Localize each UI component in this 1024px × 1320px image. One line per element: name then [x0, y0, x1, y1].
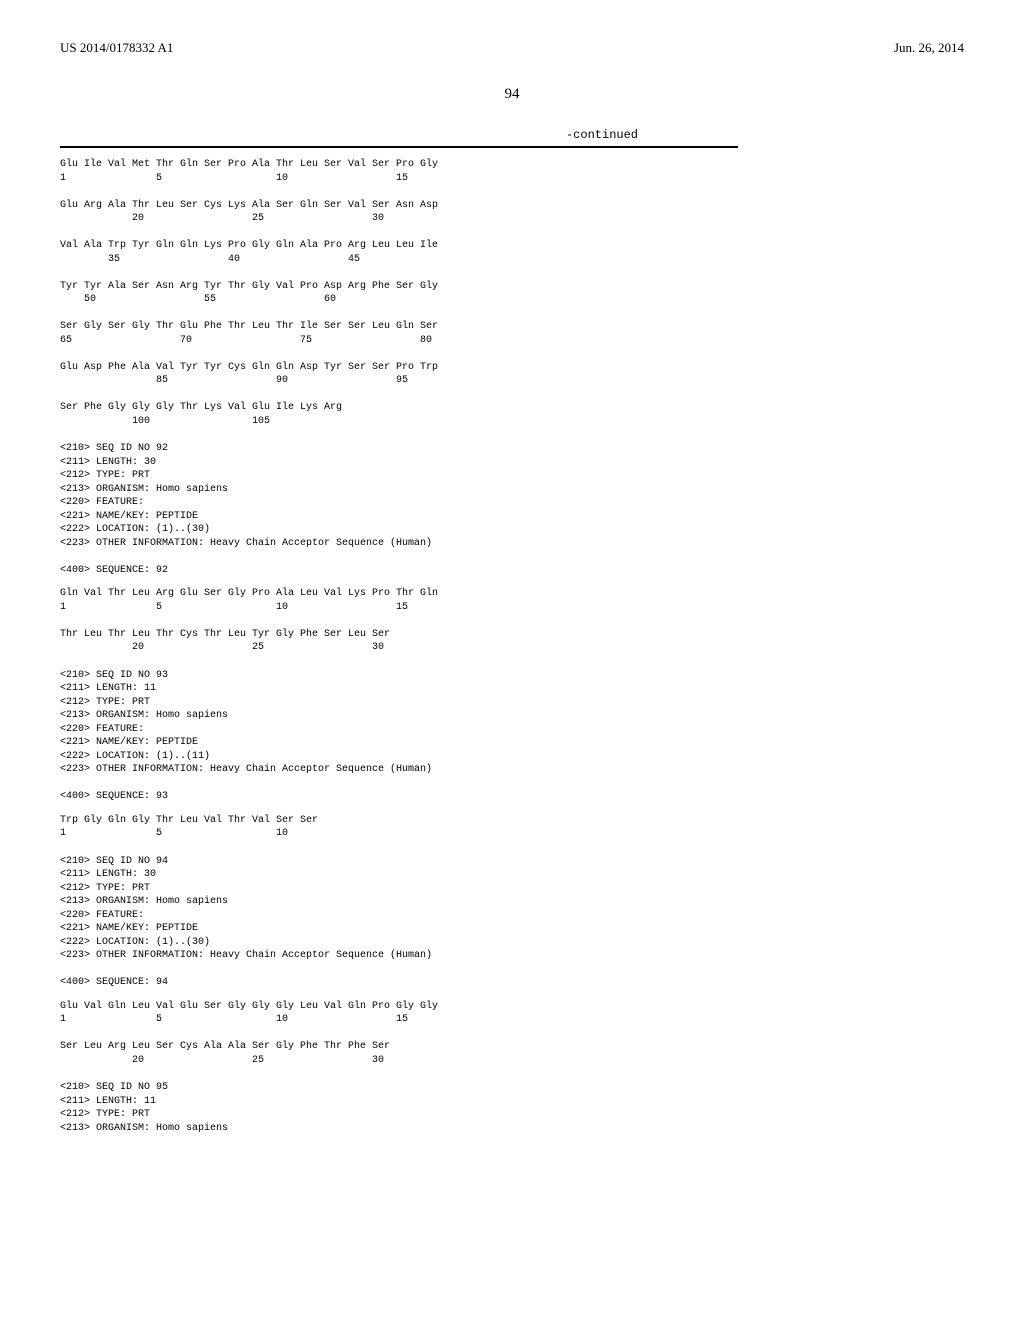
- publication-number: US 2014/0178332 A1: [60, 40, 173, 56]
- sequence-94: Glu Val Gln Leu Val Glu Ser Gly Gly Gly …: [60, 1000, 964, 1068]
- publication-date: Jun. 26, 2014: [894, 40, 964, 56]
- sequence-94-meta: <210> SEQ ID NO 94 <211> LENGTH: 30 <212…: [60, 855, 964, 990]
- page-header: US 2014/0178332 A1 Jun. 26, 2014: [60, 40, 964, 56]
- sequence-92-meta: <210> SEQ ID NO 92 <211> LENGTH: 30 <212…: [60, 442, 964, 577]
- sequence-92: Gln Val Thr Leu Arg Glu Ser Gly Pro Ala …: [60, 587, 964, 655]
- sequence-91: Glu Ile Val Met Thr Gln Ser Pro Ala Thr …: [60, 158, 964, 428]
- continued-label: -continued: [60, 128, 964, 142]
- divider: [60, 146, 738, 148]
- sequence-95-meta: <210> SEQ ID NO 95 <211> LENGTH: 11 <212…: [60, 1081, 964, 1135]
- page-number: 94: [60, 86, 964, 103]
- sequence-93: Trp Gly Gln Gly Thr Leu Val Thr Val Ser …: [60, 814, 964, 841]
- sequence-93-meta: <210> SEQ ID NO 93 <211> LENGTH: 11 <212…: [60, 669, 964, 804]
